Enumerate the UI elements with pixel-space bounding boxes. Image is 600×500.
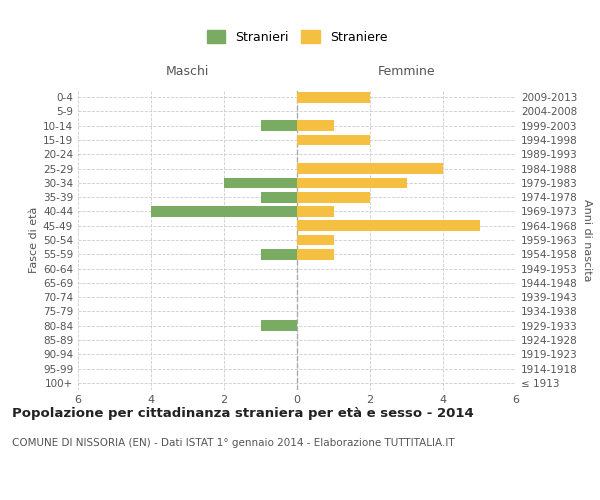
Bar — [297, 120, 334, 131]
Bar — [224, 178, 297, 188]
Text: Femmine: Femmine — [377, 65, 436, 78]
Bar — [260, 120, 297, 131]
Bar — [297, 92, 370, 102]
Legend: Stranieri, Straniere: Stranieri, Straniere — [206, 30, 388, 44]
Bar — [151, 206, 297, 217]
Y-axis label: Fasce di età: Fasce di età — [29, 207, 39, 273]
Bar — [297, 192, 370, 202]
Bar — [297, 206, 334, 217]
Bar — [260, 320, 297, 331]
Text: Maschi: Maschi — [166, 65, 209, 78]
Bar — [297, 134, 370, 145]
Bar — [260, 249, 297, 260]
Bar — [297, 249, 334, 260]
Y-axis label: Anni di nascita: Anni di nascita — [581, 198, 592, 281]
Bar — [297, 178, 407, 188]
Text: Popolazione per cittadinanza straniera per età e sesso - 2014: Popolazione per cittadinanza straniera p… — [12, 408, 474, 420]
Bar — [260, 192, 297, 202]
Bar — [297, 220, 479, 231]
Bar — [297, 234, 334, 246]
Text: COMUNE DI NISSORIA (EN) - Dati ISTAT 1° gennaio 2014 - Elaborazione TUTTITALIA.I: COMUNE DI NISSORIA (EN) - Dati ISTAT 1° … — [12, 438, 455, 448]
Bar — [297, 163, 443, 174]
